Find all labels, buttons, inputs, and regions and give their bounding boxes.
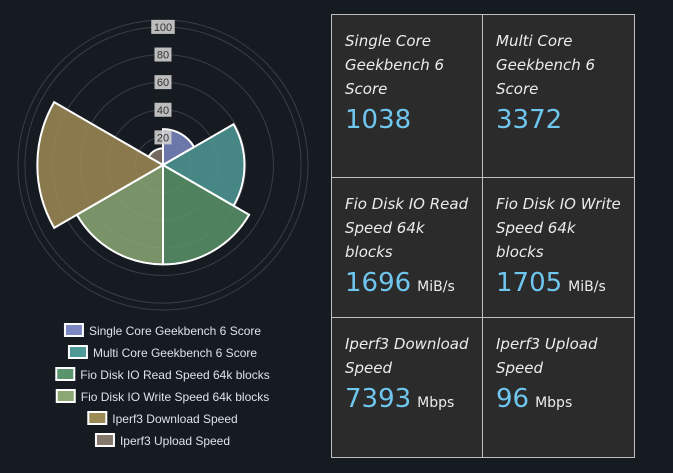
stat-label: Single Core Geekbench 6 Score <box>345 32 445 98</box>
stat-value-line: 1038 <box>345 103 472 141</box>
stat-value-line: 1696 MiB/s <box>345 266 472 304</box>
legend-swatch[interactable] <box>55 367 76 381</box>
chart-slice[interactable] <box>147 147 164 167</box>
legend-swatch[interactable] <box>87 411 108 425</box>
legend-label[interactable]: Fio Disk IO Read Speed 64k blocks <box>80 368 269 382</box>
polar-area-chart: 20 40 60 80 100 Single Core Geekbench 6 Scor… <box>17 19 309 448</box>
stat-card-iperf-upload: Iperf3 Upload Speed 96 Mbps <box>482 317 635 458</box>
tick-label: 100 <box>154 22 172 34</box>
legend-swatch[interactable] <box>63 323 84 337</box>
stat-value: 1038 <box>345 105 412 135</box>
tick-label: 20 <box>157 132 169 144</box>
legend-label[interactable]: Iperf3 Upload Speed <box>120 434 230 448</box>
tick-label: 40 <box>157 105 169 117</box>
stat-value-line: 96 Mbps <box>496 382 624 420</box>
tick-label-backdrop <box>154 75 172 90</box>
stat-card-multi-core: Multi Core Geekbench 6 Score 3372 <box>482 14 635 178</box>
stat-card-disk-read: Fio Disk IO Read Speed 64k blocks 1696 Mi… <box>331 177 483 318</box>
chart-legend: Single Core Geekbench 6 Score Multi Core … <box>55 323 270 448</box>
radial-tick-labels: 20 40 60 80 100 <box>151 19 175 145</box>
stat-value-line: 3372 <box>496 103 624 141</box>
stat-unit: MiB/s <box>417 279 455 295</box>
legend-label[interactable]: Iperf3 Download Speed <box>112 412 237 426</box>
chart-slices <box>36 100 251 266</box>
chart-slice[interactable] <box>161 122 246 208</box>
stat-value: 96 <box>496 384 530 414</box>
stat-label: Iperf3 Download Speed <box>345 335 469 377</box>
legend-swatch[interactable] <box>94 433 115 447</box>
stat-label: Fio Disk IO Read Speed 64k blocks <box>345 195 469 261</box>
stat-label: Iperf3 Upload Speed <box>496 335 598 377</box>
tick-label-backdrop <box>154 47 172 62</box>
tick-label-backdrop <box>151 19 175 34</box>
stat-value: 1705 <box>496 268 563 298</box>
tick-label: 80 <box>157 50 169 62</box>
tick-label-backdrop <box>154 102 172 117</box>
chart-slice[interactable] <box>75 163 164 266</box>
stat-value-line: 1705 MiB/s <box>496 266 624 304</box>
stat-unit: Mbps <box>417 395 455 411</box>
stat-unit: MiB/s <box>568 279 606 295</box>
stat-value: 1696 <box>345 268 412 298</box>
stat-value: 3372 <box>496 105 563 135</box>
stat-card-single-core: Single Core Geekbench 6 Score 1038 <box>331 14 483 178</box>
stat-label: Multi Core Geekbench 6 Score <box>496 32 596 98</box>
legend-swatch[interactable] <box>55 389 76 403</box>
stat-card-iperf-download: Iperf3 Download Speed 7393 Mbps <box>331 317 483 458</box>
tick-label-backdrop <box>154 130 172 145</box>
stat-label: Fio Disk IO Write Speed 64k blocks <box>496 195 621 261</box>
stat-value: 7393 <box>345 384 412 414</box>
tick-label: 60 <box>157 77 169 89</box>
legend-label[interactable]: Multi Core Geekbench 6 Score <box>93 346 257 360</box>
stat-unit: Mbps <box>535 395 573 411</box>
legend-label[interactable]: Fio Disk IO Write Speed 64k blocks <box>81 390 270 404</box>
chart-slice[interactable] <box>36 100 166 230</box>
legend-swatch[interactable] <box>67 345 88 359</box>
legend-label[interactable]: Single Core Geekbench 6 Score <box>89 324 261 338</box>
stat-card-disk-write: Fio Disk IO Write Speed 64k blocks 1705 M… <box>482 177 635 318</box>
chart-slice[interactable] <box>162 163 251 266</box>
stat-value-line: 7393 Mbps <box>345 382 472 420</box>
stats-grid: Single Core Geekbench 6 Score 1038 Multi… <box>331 14 635 458</box>
